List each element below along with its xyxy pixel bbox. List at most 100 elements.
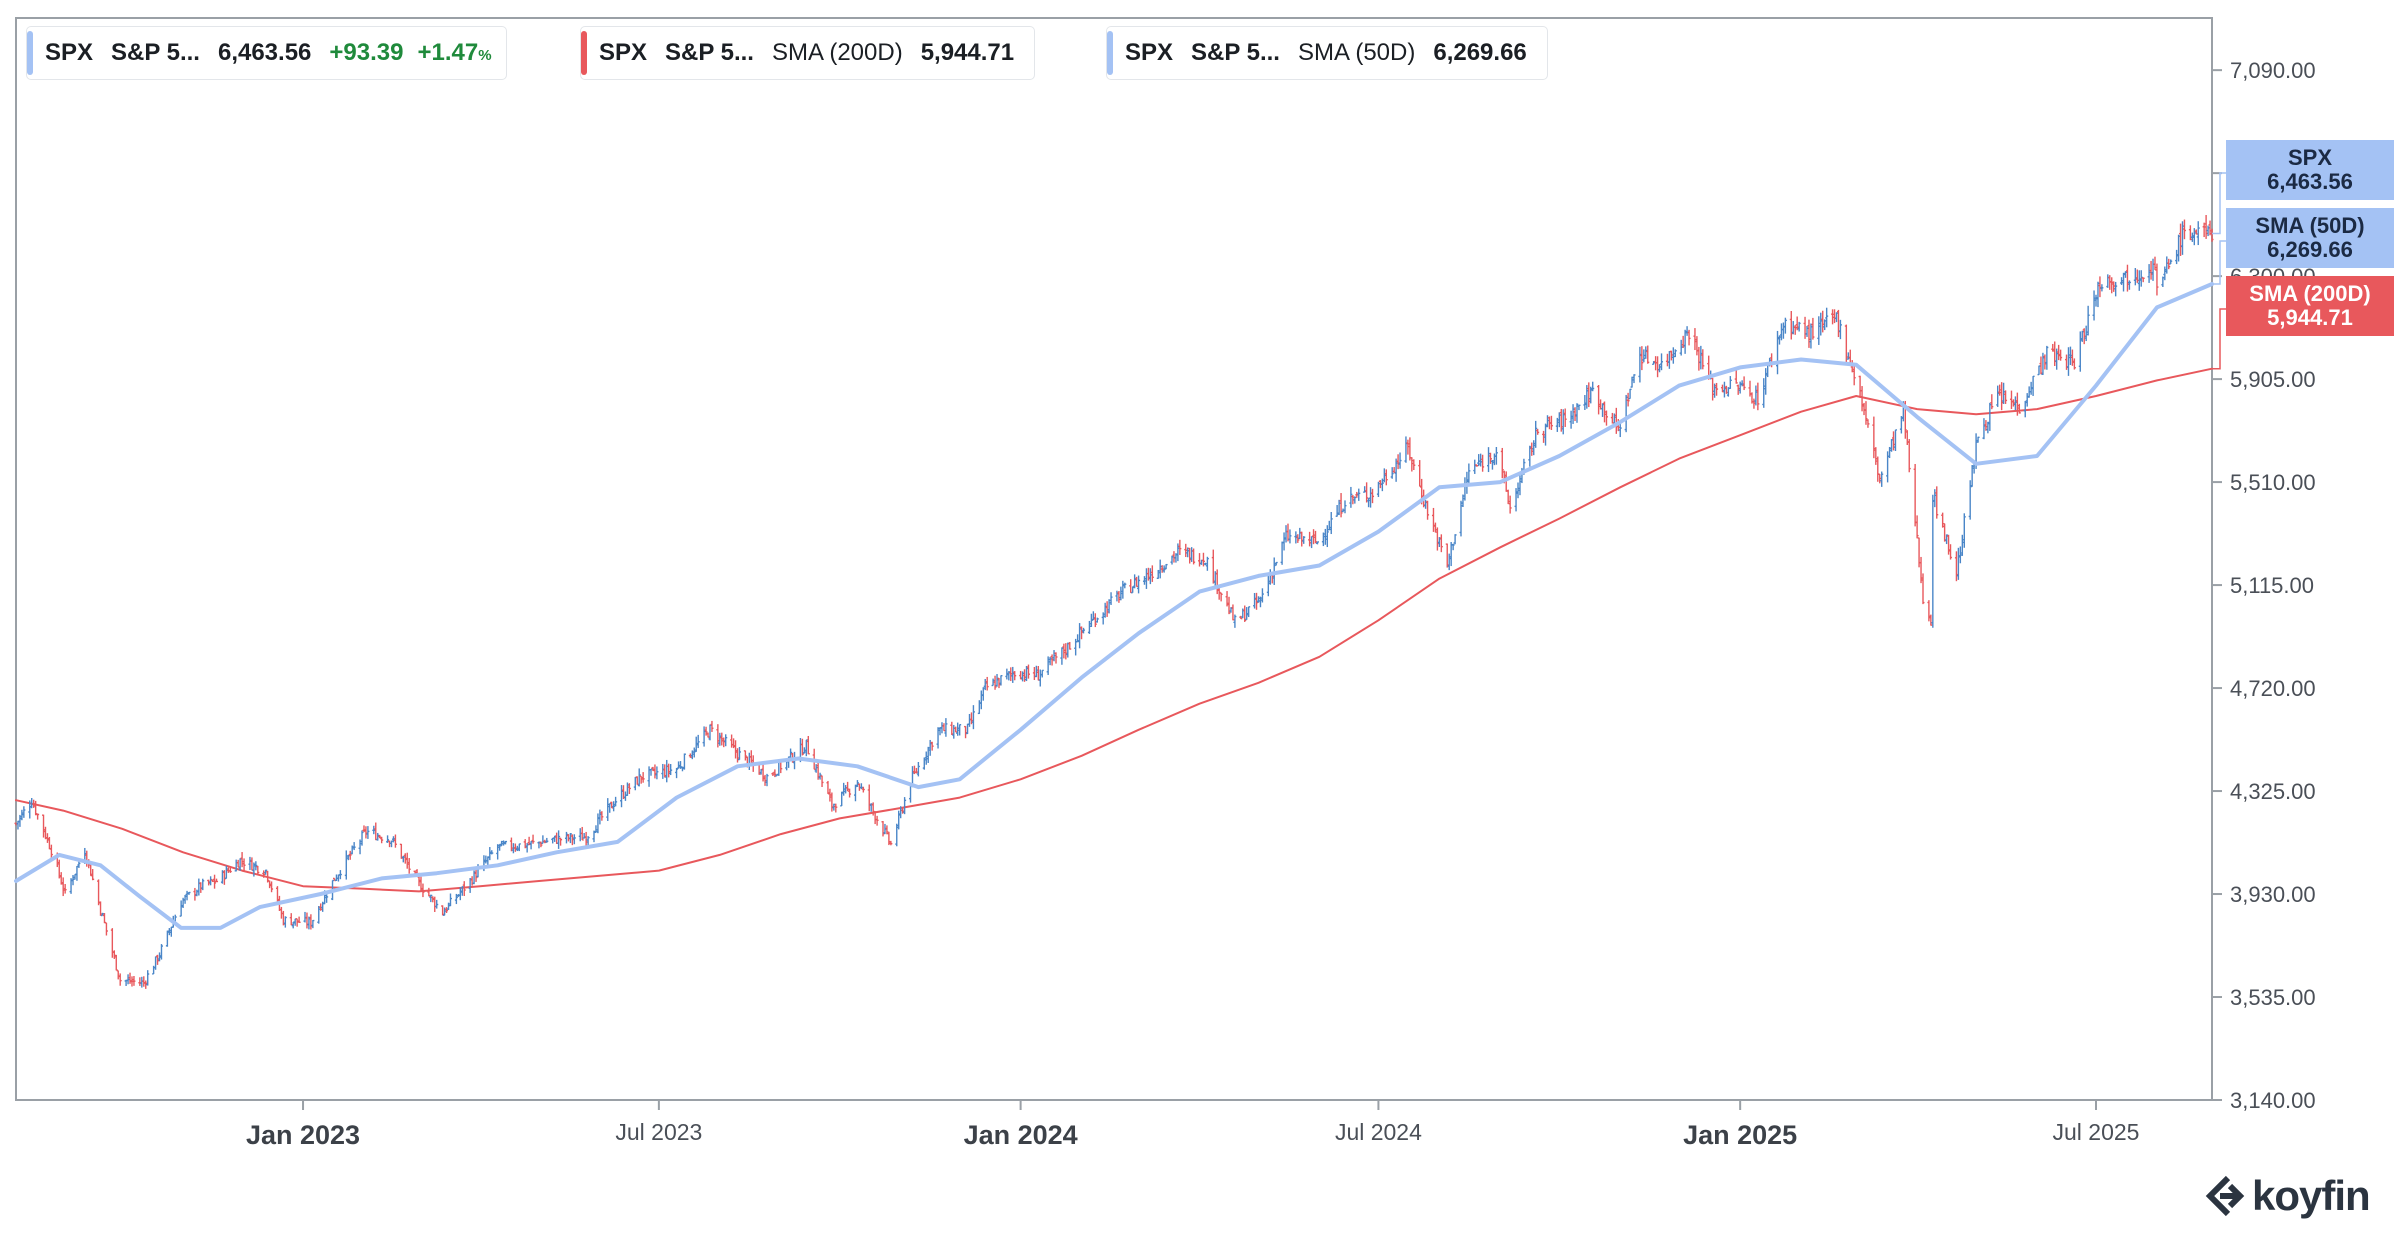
candle: [539, 841, 543, 848]
candle: [156, 954, 160, 965]
candle: [2204, 215, 2208, 239]
y-tick-label: 3,535.00: [2230, 985, 2316, 1010]
candle: [2098, 276, 2102, 298]
candle: [1353, 496, 1357, 504]
candle: [2135, 269, 2139, 283]
candle: [956, 722, 960, 736]
candle: [401, 855, 405, 863]
candle: [1888, 446, 1892, 459]
candle: [358, 839, 362, 855]
candle: [1158, 559, 1162, 579]
connector-sma50: [2212, 240, 2226, 285]
candle: [1048, 656, 1052, 666]
candle: [1078, 623, 1082, 649]
candle: [99, 901, 103, 916]
brand-name: koyfin: [2252, 1172, 2371, 1219]
candle: [283, 916, 287, 928]
candle: [376, 832, 380, 841]
candle: [1874, 447, 1878, 465]
candle: [594, 825, 598, 834]
candle: [1066, 642, 1070, 658]
candle: [1781, 322, 1785, 339]
candle: [1583, 394, 1587, 410]
candle: [1461, 494, 1465, 507]
candle: [708, 724, 712, 741]
candle: [1026, 664, 1030, 679]
candle: [954, 726, 958, 733]
candle: [853, 784, 857, 802]
candle: [154, 956, 158, 970]
candle: [2025, 393, 2029, 407]
candle: [598, 809, 602, 825]
candle: [1384, 469, 1388, 486]
candle: [1011, 666, 1015, 683]
candle: [724, 734, 728, 747]
candle: [1738, 381, 1742, 394]
candle: [1060, 647, 1064, 665]
candle: [969, 712, 973, 725]
candle: [979, 690, 983, 710]
candle: [1821, 310, 1825, 333]
candle: [2055, 348, 2059, 370]
candle: [1563, 408, 1567, 427]
candle: [1219, 592, 1223, 602]
candle: [1186, 547, 1190, 558]
candle: [1555, 417, 1559, 432]
candles-layer[interactable]: [14, 215, 2214, 989]
candle: [1797, 321, 1801, 332]
candle: [344, 850, 348, 880]
candle: [1658, 364, 1662, 373]
candle: [557, 830, 561, 849]
legend-chip-sma50[interactable]: SPX S&P 5... SMA (50D) 6,269.66: [1106, 26, 1548, 80]
candle: [1302, 536, 1306, 544]
candle: [675, 767, 679, 779]
candle: [309, 914, 313, 930]
candle: [1681, 335, 1685, 349]
koyfin-logo[interactable]: koyfin: [2202, 1170, 2371, 1222]
candle: [1231, 604, 1235, 621]
legend-chip-spx[interactable]: SPX S&P 5... 6,463.56 +93.39 +1.47%: [26, 26, 507, 80]
legend-chip-sma200[interactable]: SPX S&P 5... SMA (200D) 5,944.71: [580, 26, 1036, 80]
candle: [1490, 460, 1494, 470]
price-tag-value: 6,269.66: [2267, 237, 2353, 262]
y-tick-label: 4,720.00: [2230, 676, 2316, 701]
legend-swatch: [581, 31, 587, 75]
candle: [1941, 512, 1945, 528]
candle: [366, 826, 370, 839]
candle: [682, 753, 686, 770]
candle: [364, 826, 368, 839]
candle: [114, 954, 118, 971]
candle: [2208, 220, 2212, 236]
candle: [1872, 416, 1876, 459]
candle: [1577, 404, 1581, 411]
plot-frame: [15, 17, 2213, 1101]
candle: [1530, 442, 1534, 456]
candle: [1927, 600, 1931, 622]
candle: [1687, 329, 1691, 346]
candle: [1133, 574, 1137, 589]
candle: [1803, 316, 1807, 339]
candle: [1805, 325, 1809, 337]
candle: [1308, 531, 1312, 547]
candle: [1148, 568, 1152, 585]
candle: [2151, 258, 2155, 281]
candle: [1089, 613, 1093, 627]
candle: [1431, 507, 1435, 532]
candle: [1479, 453, 1483, 467]
candle: [1137, 575, 1141, 594]
candle: [1335, 505, 1339, 517]
candle: [2086, 305, 2090, 336]
candle: [1933, 489, 1937, 508]
candle: [1752, 398, 1756, 409]
candle: [1754, 385, 1758, 406]
x-tick-label: Jan 2025: [1683, 1120, 1797, 1150]
candle: [2096, 281, 2100, 308]
candle: [679, 761, 683, 769]
candle: [1034, 665, 1038, 678]
candle: [1945, 534, 1949, 545]
candle: [454, 893, 458, 905]
candle: [1164, 563, 1168, 570]
candle: [515, 845, 519, 852]
candle: [2202, 222, 2206, 238]
